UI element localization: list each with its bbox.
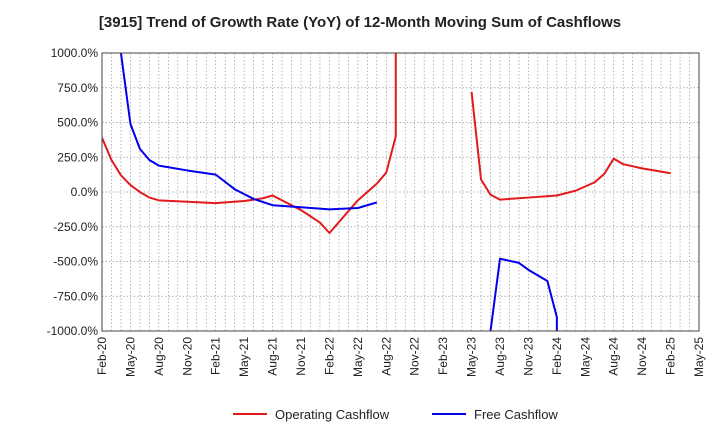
y-tick-label: -500.0% bbox=[53, 255, 98, 269]
y-tick-label: 750.0% bbox=[57, 81, 98, 95]
legend-label: Free Cashflow bbox=[474, 407, 558, 422]
x-tick-label: Feb-21 bbox=[209, 337, 223, 375]
x-tick-label: Nov-20 bbox=[180, 337, 194, 376]
y-axis: 1000.0% 750.0% 500.0% 250.0% 0.0% -250.0% -500… bbox=[47, 46, 99, 338]
x-tick-label: Feb-25 bbox=[664, 337, 678, 375]
x-tick-label: Feb-22 bbox=[322, 337, 336, 375]
y-tick-label: -1000.0% bbox=[47, 324, 99, 338]
x-axis: Feb-20 May-20 Aug-20 Nov-20 Feb-21 May-21 Aug-… bbox=[95, 337, 706, 377]
y-tick-label: 500.0% bbox=[57, 116, 98, 130]
x-tick-label: Aug-23 bbox=[493, 337, 507, 376]
x-tick-label: Feb-23 bbox=[436, 337, 450, 375]
x-tick-label: May-21 bbox=[237, 337, 251, 377]
x-tick-label: Nov-22 bbox=[408, 337, 422, 376]
series-layer bbox=[102, 53, 671, 331]
x-tick-label: May-22 bbox=[351, 337, 365, 377]
x-tick-label: Aug-20 bbox=[152, 337, 166, 376]
x-tick-label: Nov-23 bbox=[521, 337, 535, 376]
x-tick-label: May-25 bbox=[692, 337, 706, 377]
x-tick-label: May-20 bbox=[123, 337, 137, 377]
legend: Operating Cashflow Free Cashflow bbox=[233, 407, 558, 422]
y-tick-label: 250.0% bbox=[57, 150, 98, 164]
x-tick-label: May-24 bbox=[578, 337, 592, 377]
x-tick-label: Aug-24 bbox=[607, 337, 621, 376]
x-tick-label: Nov-21 bbox=[294, 337, 308, 376]
y-tick-label: -750.0% bbox=[53, 289, 98, 303]
legend-label: Operating Cashflow bbox=[275, 407, 390, 422]
x-tick-label: May-23 bbox=[465, 337, 479, 377]
x-tick-label: Nov-24 bbox=[635, 337, 649, 376]
y-tick-label: 0.0% bbox=[71, 185, 99, 199]
free-cashflow-line bbox=[119, 53, 558, 331]
x-tick-label: Aug-22 bbox=[379, 337, 393, 376]
y-tick-label: 1000.0% bbox=[51, 46, 99, 60]
operating-cashflow-line bbox=[102, 53, 671, 234]
chart-title: [3915] Trend of Growth Rate (YoY) of 12-… bbox=[98, 14, 622, 31]
y-tick-label: -250.0% bbox=[53, 220, 98, 234]
plot-frame bbox=[101, 52, 700, 332]
x-tick-label: Feb-24 bbox=[550, 337, 564, 375]
x-tick-label: Feb-20 bbox=[95, 337, 109, 375]
x-tick-label: Aug-21 bbox=[266, 337, 280, 376]
